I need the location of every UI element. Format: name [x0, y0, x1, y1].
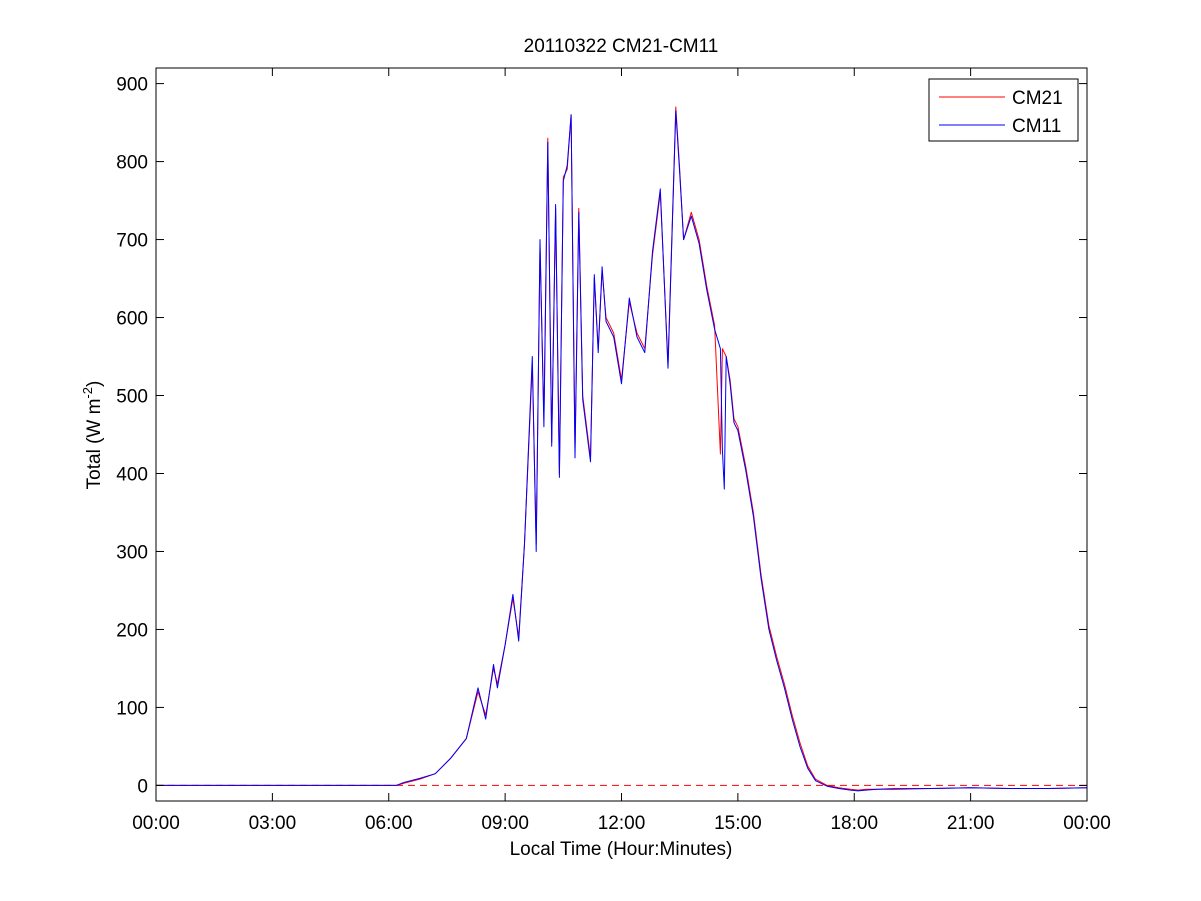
x-tick-label: 21:00 [947, 813, 995, 834]
x-tick-label: 09:00 [481, 813, 529, 834]
data-layer [156, 106, 1088, 792]
x-tick-label: 18:00 [830, 813, 878, 834]
y-axis-label-prefix: Total (W m [84, 399, 105, 490]
x-tick-label: 00:00 [132, 813, 180, 834]
y-tick-label: 800 [116, 153, 148, 174]
y-tick-label: 400 [116, 464, 148, 485]
x-axis-ticks: 00:00 03:00 06:00 09:00 12:00 15:00 18:00 21:00… [132, 68, 1111, 834]
y-tick-label: 700 [116, 231, 148, 252]
x-tick-label: 03:00 [249, 813, 297, 834]
y-axis-label-suffix: ) [84, 381, 105, 387]
x-tick-label: 00:00 [1063, 813, 1111, 834]
legend-label-cm11: CM11 [1012, 116, 1061, 137]
plot-area: 00:00 03:00 06:00 09:00 12:00 15:00 18:00 21:00… [116, 67, 1111, 834]
series-line-cm11 [156, 110, 1088, 792]
y-axis-ticks: 0 100 200 300 400 500 600 700 800 900 [116, 75, 1087, 797]
y-tick-label: 600 [116, 309, 148, 330]
x-tick-label: 12:00 [598, 813, 646, 834]
plot-frame [155, 67, 1088, 802]
chart-title: 20110322 CM21-CM11 [524, 36, 719, 57]
x-axis-label: Local Time (Hour:Minutes) [510, 839, 733, 860]
legend-box [928, 78, 1079, 142]
legend-label-cm21: CM21 [1012, 88, 1063, 109]
x-tick-label: 06:00 [365, 813, 413, 834]
legend: CM21 CM11 [928, 78, 1079, 142]
x-tick-label: 15:00 [714, 813, 762, 834]
y-tick-label: 900 [116, 75, 148, 96]
y-tick-label: 500 [116, 387, 148, 408]
y-axis-label-superscript: -2 [80, 387, 95, 399]
y-axis-label: Total (W m-2) [80, 381, 105, 490]
y-tick-label: 0 [137, 776, 148, 797]
y-tick-label: 300 [116, 542, 148, 563]
y-tick-label: 200 [116, 620, 148, 641]
y-tick-label: 100 [116, 698, 148, 719]
